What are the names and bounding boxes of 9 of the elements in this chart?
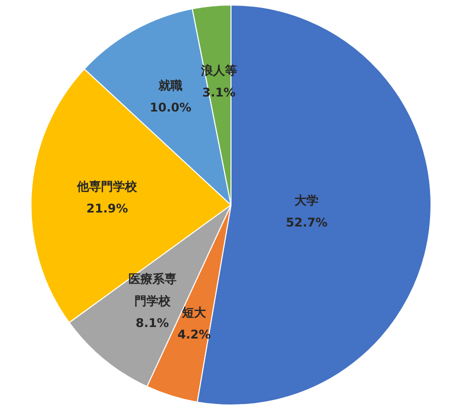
data-label: 21.9% — [86, 202, 128, 216]
slice-label: 就職 — [158, 78, 183, 93]
data-label: 8.1% — [136, 316, 169, 330]
data-label: 10.0% — [150, 100, 192, 115]
slice-label: 医療系専門学校 — [128, 272, 176, 308]
slice-label: 他専門学校 — [76, 180, 138, 194]
data-label: 52.7% — [286, 215, 328, 230]
slice-label: 短大 — [181, 305, 208, 320]
slice-label: 大学 — [294, 193, 319, 208]
